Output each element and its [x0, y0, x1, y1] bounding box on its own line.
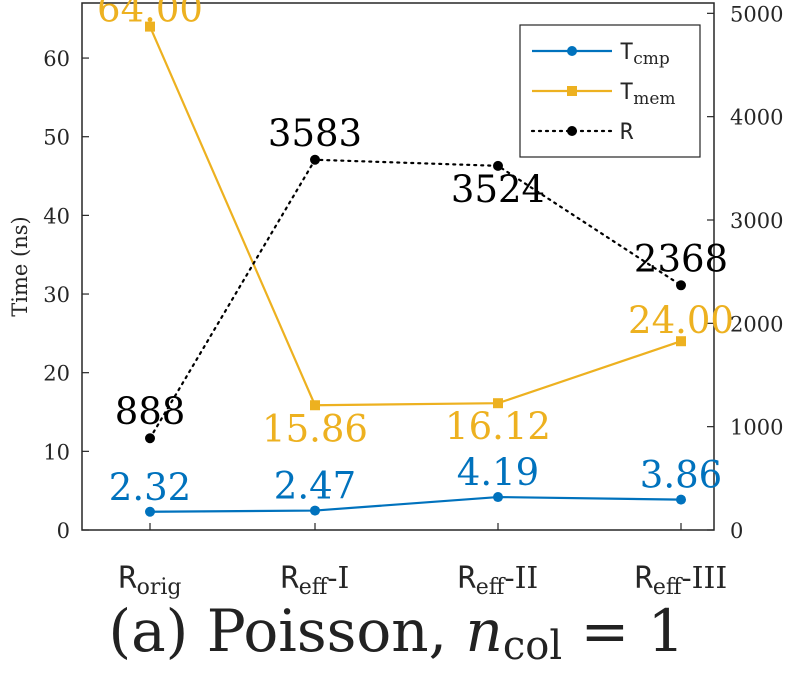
right-tick-label: 1000	[730, 416, 783, 440]
left-tick-label: 60	[43, 47, 70, 71]
data-point	[493, 160, 503, 171]
data-label: 16.12	[445, 405, 551, 448]
data-label: 2.32	[109, 466, 191, 509]
legend-label: Tcmp	[620, 40, 670, 69]
data-point	[145, 506, 155, 517]
left-tick-label: 50	[43, 126, 70, 150]
x-tick-label: Reff-III	[635, 561, 727, 600]
data-point	[145, 21, 155, 32]
caption-prefix: (a) Poisson,	[108, 597, 466, 665]
legend-label: Tmem	[620, 80, 676, 109]
data-point	[676, 494, 686, 505]
data-point	[493, 492, 503, 503]
data-label: 24.00	[628, 299, 734, 342]
data-point	[676, 336, 686, 347]
data-point	[310, 154, 320, 165]
caption-var: n	[465, 597, 503, 665]
data-point	[310, 400, 320, 411]
plot-frame	[81, 2, 715, 531]
legend-marker	[567, 86, 577, 96]
right-tick-label: 2000	[730, 312, 783, 336]
series-line-t-cmp	[149, 495, 682, 513]
data-label: 888	[115, 390, 186, 433]
data-label: 2368	[634, 237, 728, 280]
data-label: 3.86	[640, 454, 722, 497]
data-label: 64.00	[97, 0, 203, 31]
data-label: 2.47	[274, 465, 356, 508]
legend-marker	[567, 46, 577, 56]
data-label: 3583	[268, 112, 362, 155]
series-line-t-mem	[148, 26, 682, 407]
axes: 0 10 20 30 40 50 60 0 1000 2000 3000 4000 5000 Rorig R…	[8, 2, 783, 600]
legend-marker	[567, 126, 577, 136]
left-tick-label: 30	[43, 283, 70, 307]
caption-suffix: = 1	[562, 597, 685, 665]
left-tick-label: 20	[43, 362, 70, 386]
data-point	[145, 433, 155, 444]
series-layer	[145, 21, 686, 517]
data-label: 3524	[451, 168, 545, 211]
y-axis-label: Time (ns)	[8, 216, 32, 316]
data-point	[676, 280, 686, 291]
figure-caption: (a) Poisson, ncol = 1	[0, 596, 793, 681]
left-tick-label: 40	[43, 204, 70, 228]
data-labels: 2.32 2.47 4.19 3.86 64.00 15.86 16.12 24.00 888 3…	[97, 0, 734, 509]
legend: Tcmp Tmem R	[519, 24, 701, 158]
right-tick-label: 3000	[730, 209, 783, 233]
legend-label: R	[620, 120, 634, 145]
data-label: 4.19	[457, 451, 539, 494]
left-tick-label: 0	[57, 519, 70, 543]
right-tick-label: 5000	[730, 2, 783, 26]
data-point	[310, 505, 320, 516]
right-tick-label: 0	[730, 519, 743, 543]
caption-var-sub: col	[502, 623, 563, 669]
x-tick-label: Reff-II	[458, 561, 539, 600]
x-tick-label: Rorig	[119, 561, 182, 600]
data-label: 15.86	[262, 407, 368, 450]
data-point	[493, 398, 503, 409]
x-tick-label: Reff-I	[281, 561, 350, 600]
right-tick-label: 4000	[730, 106, 783, 130]
series-line-r	[148, 158, 683, 440]
left-tick-label: 10	[43, 440, 70, 464]
